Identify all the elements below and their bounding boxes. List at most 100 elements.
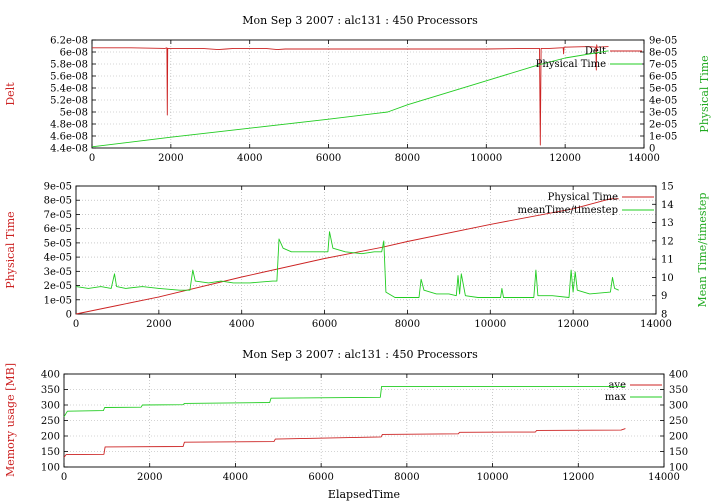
y-axis-label-left: Delt: [4, 82, 17, 106]
y-tick-label-left: 4.4e-08: [50, 144, 88, 155]
legend-label: ave: [608, 380, 626, 391]
x-tick-label: 6000: [316, 153, 341, 164]
series-line-delt: [92, 44, 609, 146]
y-tick-label-left: 150: [41, 447, 60, 458]
x-tick-label: 12000: [562, 472, 594, 483]
y-tick-label-right: 15: [661, 182, 674, 193]
y-tick-label-left: 0: [66, 310, 72, 321]
y-tick-label-right: 14: [661, 200, 674, 211]
x-axis-label: ElapsedTime: [328, 488, 400, 501]
legend-label: Physical Time: [536, 59, 606, 70]
y-tick-label-right: 150: [669, 447, 688, 458]
chart-title: Mon Sep 3 2007 : alc131 : 450 Processors: [242, 348, 478, 361]
series-line-meantime-timestep: [75, 231, 619, 298]
y-tick-label-right: 3e-05: [649, 108, 677, 119]
x-tick-label: 6000: [308, 472, 333, 483]
legend-label: max: [605, 392, 626, 403]
y-tick-label-left: 4.8e-08: [50, 120, 88, 131]
x-tick-label: 8000: [395, 153, 420, 164]
y-tick-label-left: 5.4e-08: [50, 84, 88, 95]
y-tick-label-right: 6e-05: [649, 72, 677, 83]
y-tick-label-left: 5e-05: [44, 238, 72, 249]
y-axis-label-left: Physical Time: [4, 211, 17, 288]
x-tick-label: 14000: [628, 153, 660, 164]
x-tick-label: 10000: [477, 472, 509, 483]
legend-label: Physical Time: [548, 192, 618, 203]
x-tick-label: 8000: [395, 319, 420, 330]
y-tick-label-left: 3e-05: [44, 267, 72, 278]
y-tick-label-right: 7e-05: [649, 60, 677, 71]
y-tick-label-left: 4.6e-08: [50, 132, 88, 143]
y-tick-label-left: 350: [41, 385, 60, 396]
x-tick-label: 6000: [312, 319, 337, 330]
y-tick-label-left: 100: [41, 463, 60, 474]
y-tick-label-left: 400: [41, 370, 60, 381]
chart-panel-delt: 0 2000 4000 6000 8000 10000 12000 140004.4e-084…: [4, 14, 711, 164]
series-line-ave: [63, 428, 626, 458]
y-tick-label-left: 5e-08: [60, 108, 88, 119]
y-tick-label-right: 250: [669, 416, 688, 427]
y-tick-label-right: 2e-05: [649, 120, 677, 131]
x-tick-label: 4000: [229, 319, 254, 330]
y-tick-label-left: 6.2e-08: [50, 36, 88, 47]
x-tick-label: 12000: [557, 319, 589, 330]
x-tick-label: 2000: [146, 319, 171, 330]
y-tick-label-left: 1e-05: [44, 295, 72, 306]
x-tick-label: 14000: [648, 472, 680, 483]
y-tick-label-left: 2e-05: [44, 281, 72, 292]
series-line-max: [63, 385, 626, 418]
y-tick-label-left: 9e-05: [44, 182, 72, 193]
y-tick-label-left: 5.2e-08: [50, 96, 88, 107]
y-tick-label-right: 9: [661, 291, 667, 302]
x-tick-label: 2000: [137, 472, 162, 483]
y-tick-label-right: 400: [669, 370, 688, 381]
x-tick-label: 10000: [470, 153, 502, 164]
x-tick-label: 4000: [237, 153, 262, 164]
y-tick-label-right: 11: [661, 255, 674, 266]
y-tick-label-right: 10: [661, 273, 674, 284]
y-tick-label-right: 8e-05: [649, 48, 677, 59]
y-tick-label-right: 8: [661, 310, 667, 321]
y-tick-label-left: 6e-05: [44, 224, 72, 235]
y-tick-label-right: 200: [669, 432, 688, 443]
x-tick-label: 12000: [549, 153, 581, 164]
y-tick-label-left: 5.8e-08: [50, 60, 88, 71]
y-tick-label-right: 12: [661, 236, 674, 247]
y-tick-label-left: 300: [41, 401, 60, 412]
legend-label: meanTime/timestep: [517, 205, 618, 216]
y-tick-label-left: 200: [41, 432, 60, 443]
legend-label: Delt: [585, 46, 606, 57]
y-axis-label-right: Mean Time/timestep: [696, 193, 709, 308]
y-tick-label-right: 5e-05: [649, 84, 677, 95]
x-tick-label: 8000: [394, 472, 419, 483]
y-tick-label-right: 0: [649, 144, 655, 155]
y-tick-label-right: 1e-05: [649, 132, 677, 143]
y-tick-label-left: 8e-05: [44, 196, 72, 207]
y-tick-label-left: 250: [41, 416, 60, 427]
y-tick-label-right: 13: [661, 218, 674, 229]
plot-frame: [75, 185, 657, 315]
y-tick-label-left: 5.6e-08: [50, 72, 88, 83]
y-tick-label-left: 7e-05: [44, 210, 72, 221]
chart-title: Mon Sep 3 2007 : alc131 : 450 Processors: [242, 14, 478, 27]
chart-panel-memory: 0 2000 4000 6000 8000 10000 12000 1400010015020…: [4, 348, 688, 501]
y-tick-label-right: 4e-05: [649, 96, 677, 107]
y-tick-label-right: 100: [669, 463, 688, 474]
x-tick-label: 2000: [158, 153, 183, 164]
y-axis-label-left: Memory usage [MB]: [4, 363, 17, 477]
series-line-physical-time: [91, 50, 609, 148]
x-tick-label: 0: [73, 319, 79, 330]
y-tick-label-left: 4e-05: [44, 253, 72, 264]
chart-panel-mean-time: 0 2000 4000 6000 8000 10000 12000 14000 0 1e-05 2e…: [4, 182, 709, 331]
plot-frame: [63, 373, 665, 468]
series-line-physical-time: [75, 198, 619, 315]
x-tick-label: 0: [89, 153, 95, 164]
x-tick-label: 10000: [474, 319, 506, 330]
y-tick-label-right: 300: [669, 401, 688, 412]
x-tick-label: 14000: [640, 319, 672, 330]
y-tick-label-right: 9e-05: [649, 36, 677, 47]
y-axis-label-right: Physical Time: [698, 55, 711, 132]
x-tick-label: 0: [61, 472, 67, 483]
plot-frame: [91, 39, 645, 149]
